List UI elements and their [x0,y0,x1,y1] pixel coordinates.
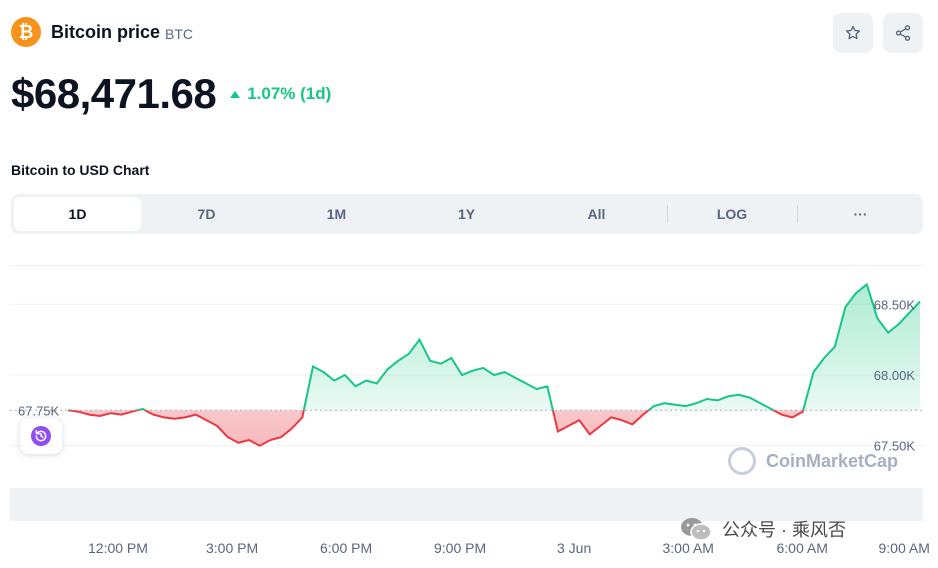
wechat-label: 公众号 · 乘风否 [722,520,846,540]
wechat-icon [681,518,712,541]
share-button[interactable] [883,13,923,53]
chart-title: Bitcoin to USD Chart [11,162,150,178]
coin-name: Bitcoin price [51,21,161,42]
chart-range-tabs: 1D 7D 1M 1Y All LOG ··· [11,194,923,234]
triangle-up-icon [230,90,241,98]
coinmarketcap-watermark: CoinMarketCap [728,447,898,475]
y-tick-label: 68.00K [874,368,916,383]
tab-all[interactable]: All [587,206,606,222]
y-tick-label: 68.50K [874,297,916,312]
price-chart-svg: 68.50K 68.00K 67.50K 67.75K [10,282,923,521]
baseline-label: 67.75K [18,403,60,418]
history-button[interactable] [20,418,62,454]
tab-divider [797,205,798,223]
tab-more[interactable]: ··· [853,206,868,222]
tab-divider [667,205,668,223]
price-line-down [67,410,805,447]
coin-header: ₿ Bitcoin price BTC [11,17,193,47]
x-tick-label: 9:00 PM [434,540,487,556]
tab-1m[interactable]: 1M [326,206,347,222]
star-icon [845,25,861,40]
tab-7d[interactable]: 7D [197,206,216,222]
coinmarketcap-logo-icon [728,447,756,475]
coin-symbol: BTC [165,25,194,42]
y-tick-label: 67.50K [874,439,916,454]
history-icon [31,426,51,446]
price-change-value: 1.07% (1d) [247,84,332,103]
tab-log[interactable]: LOG [716,206,748,222]
price-row: $68,471.68 1.07% (1d) [11,70,331,118]
current-price: $68,471.68 [11,70,217,117]
share-icon [895,25,911,41]
favorite-button[interactable] [833,13,873,53]
x-tick-label: 3:00 PM [206,540,259,556]
x-tick-label: 9:00 AM [878,540,930,556]
price-chart[interactable]: 68.50K 68.00K 67.50K 67.75K [10,265,923,525]
tab-1d[interactable]: 1D [14,197,141,231]
price-line-up [67,282,921,411]
area-above-baseline [68,284,920,411]
tab-1y[interactable]: 1Y [457,206,476,222]
x-tick-label: 6:00 AM [776,540,828,556]
x-tick-label: 6:00 PM [320,540,373,556]
x-tick-label: 3 Jun [557,540,592,556]
x-tick-label: 3:00 AM [662,540,714,556]
wechat-watermark: 公众号 · 乘风否 [680,516,846,542]
watermark-text: CoinMarketCap [766,450,899,471]
price-change: 1.07% (1d) [230,84,331,104]
bitcoin-logo-icon: ₿ [11,17,41,47]
volume-strip [10,488,923,521]
x-tick-label: 12:00 PM [88,540,148,556]
area-below-baseline [68,410,804,446]
